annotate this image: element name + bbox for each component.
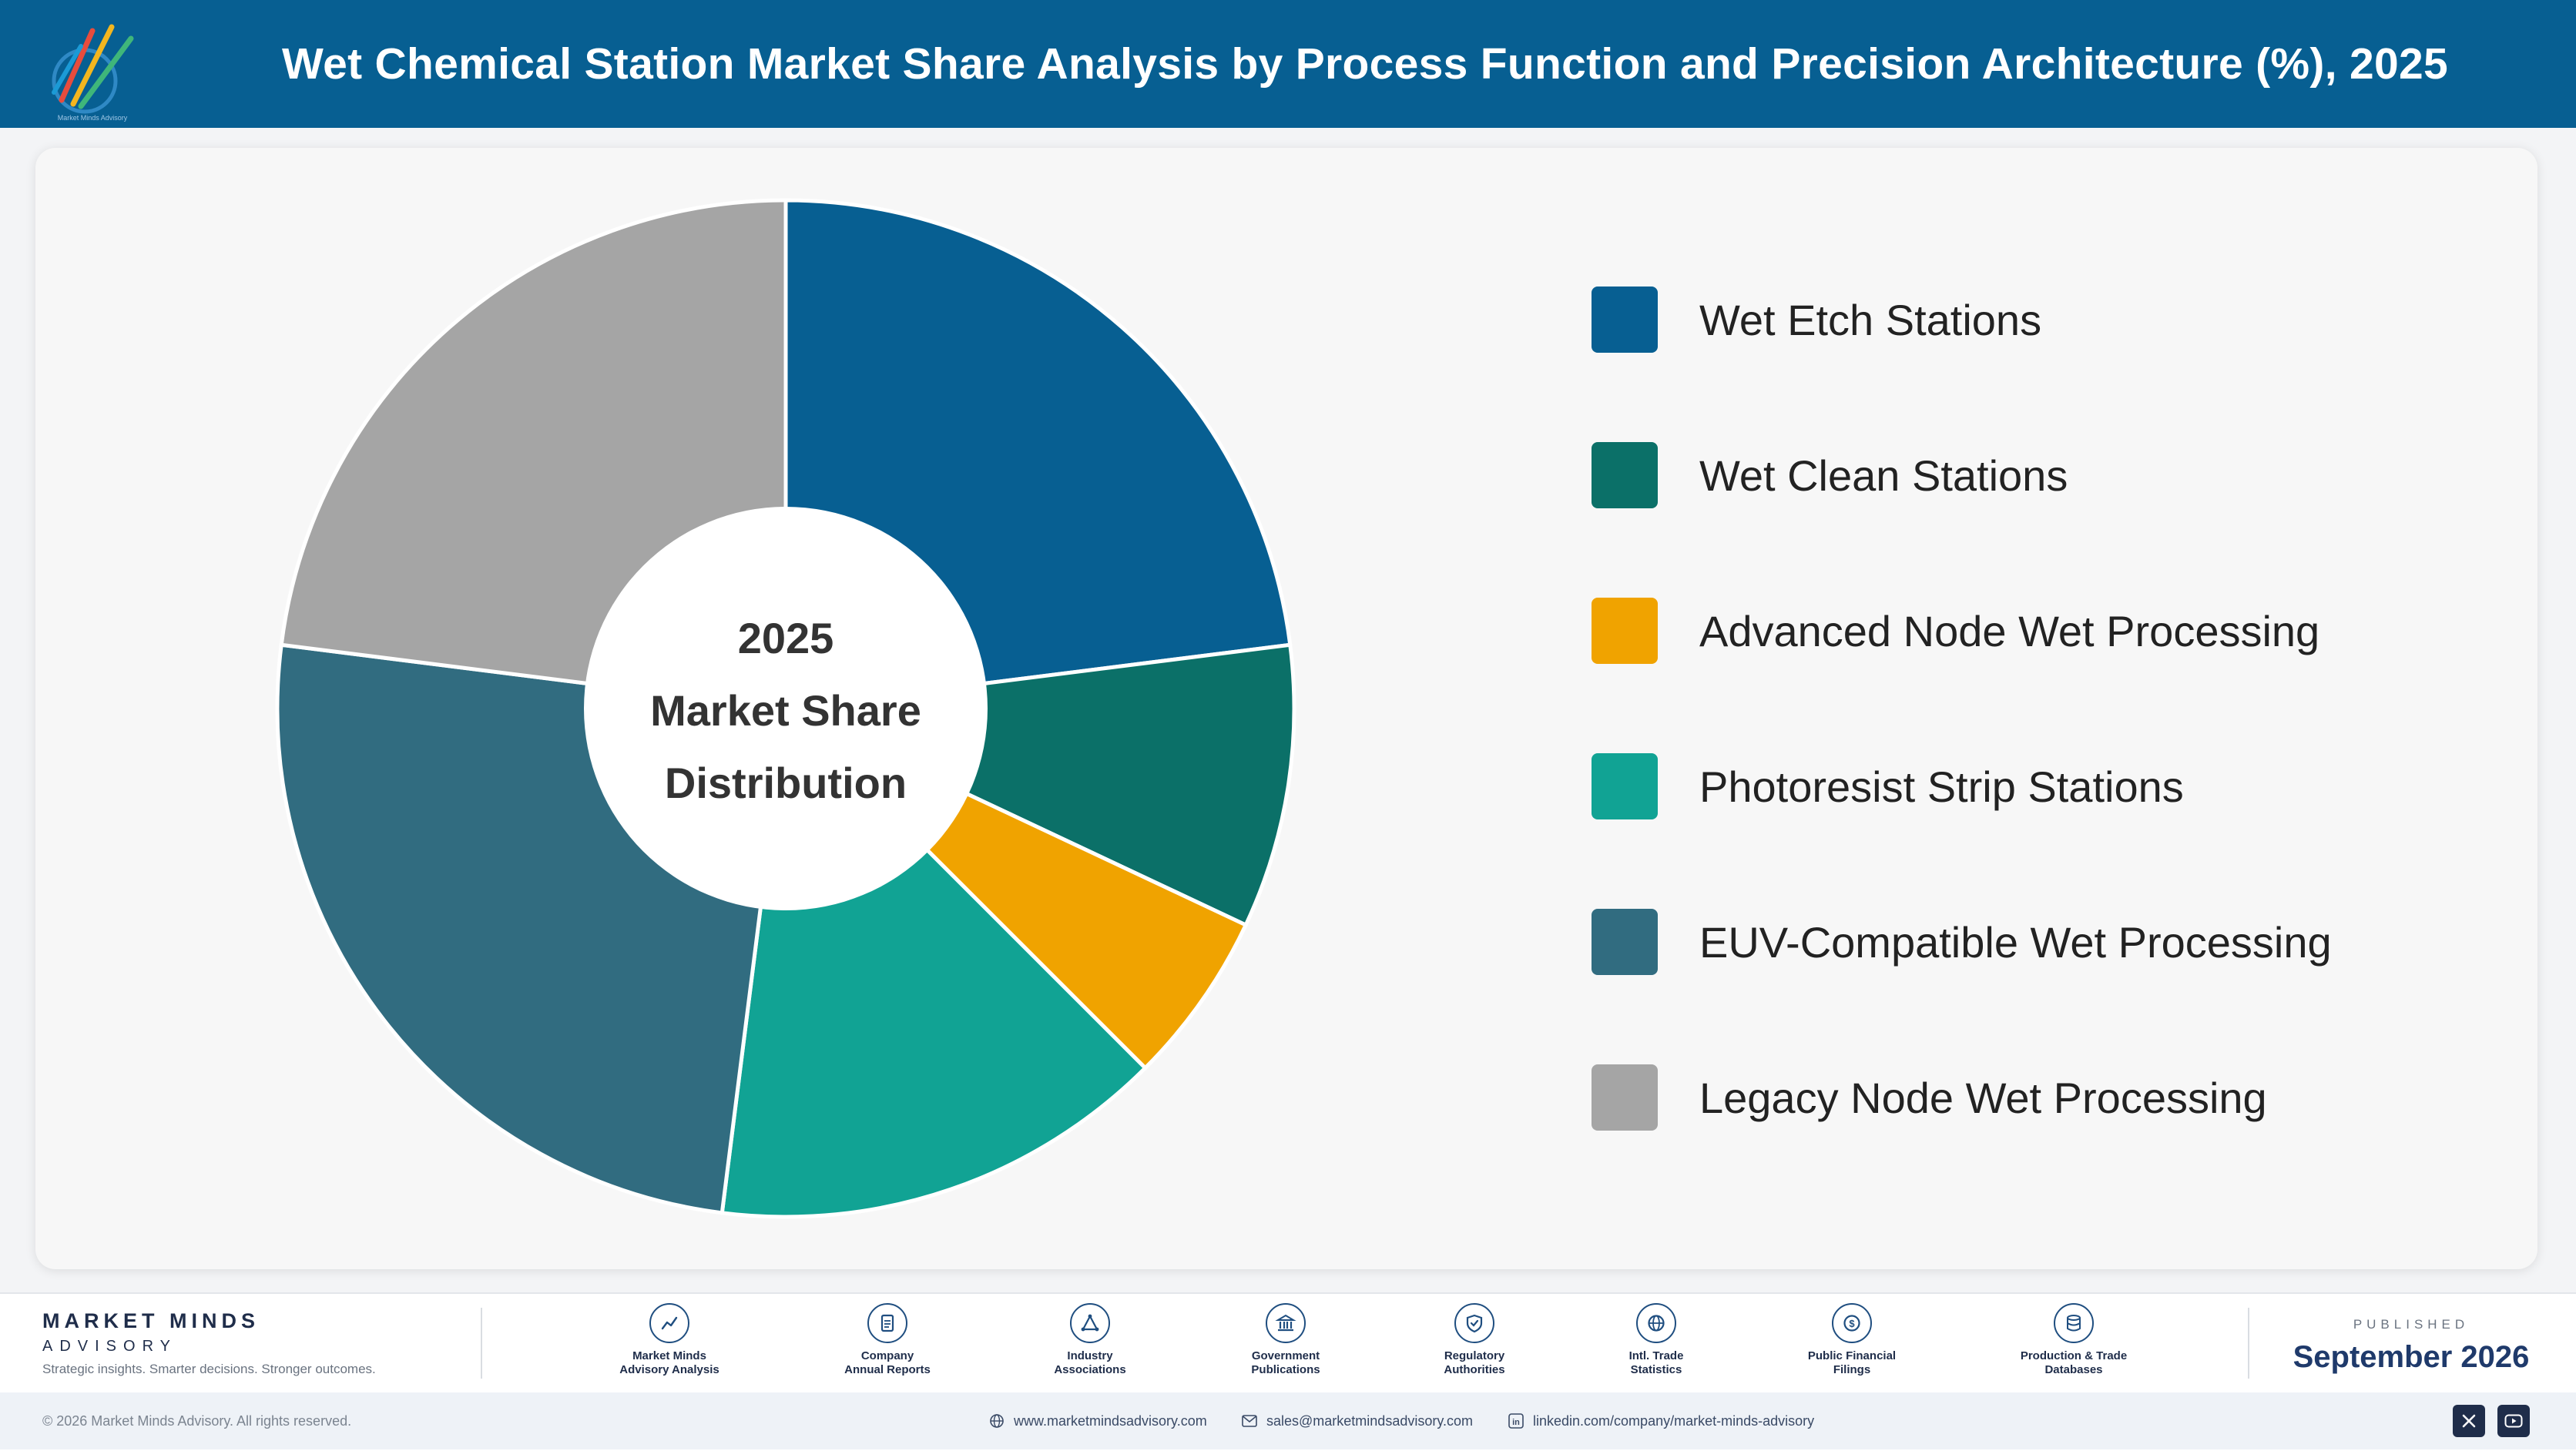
published-date: September 2026 <box>2293 1340 2530 1374</box>
legend-swatch <box>1592 1064 1658 1131</box>
center-label-year: 2025 <box>738 614 834 662</box>
brand-tagline: Strategic insights. Smarter decisions. S… <box>42 1362 376 1376</box>
database-icon <box>2054 1303 2094 1343</box>
page-title: Wet Chemical Station Market Share Analys… <box>282 39 2448 89</box>
email-link[interactable]: sales@marketmindsadvisory.com <box>1242 1392 1473 1449</box>
email-text: sales@marketmindsadvisory.com <box>1266 1412 1474 1429</box>
source-label: Market Minds Advisory Analysis <box>592 1349 746 1377</box>
legend-label: Wet Clean Stations <box>1699 451 2068 500</box>
donut-center <box>584 507 988 910</box>
source-label-line2: Advisory Analysis <box>619 1363 719 1376</box>
source-item: Industry Associations <box>1013 1303 1167 1377</box>
source-label-line1: Market Minds <box>632 1349 706 1362</box>
published-label: PUBLISHED <box>2353 1317 2470 1332</box>
legend-item: Legacy Node Wet Processing <box>1592 1064 2267 1131</box>
legend-label: Legacy Node Wet Processing <box>1699 1073 2267 1122</box>
source-label-line1: Government <box>1251 1349 1320 1362</box>
source-label-line2: Statistics <box>1630 1363 1682 1376</box>
center-label-line3: Distribution <box>665 759 907 807</box>
shield-check-icon <box>1454 1303 1494 1343</box>
website-text: www.marketmindsadvisory.com <box>1014 1412 1207 1429</box>
website-link[interactable]: www.marketmindsadvisory.com <box>989 1392 1207 1449</box>
legend-label: Wet Etch Stations <box>1699 295 2042 344</box>
svg-text:in: in <box>1512 1418 1520 1427</box>
source-label-line2: Filings <box>1833 1363 1871 1376</box>
source-label-line1: Intl. Trade <box>1628 1349 1684 1362</box>
legend-item: Wet Clean Stations <box>1592 442 2068 508</box>
legend-item: EUV-Compatible Wet Processing <box>1592 909 2332 975</box>
network-icon <box>1070 1303 1110 1343</box>
footer-divider <box>2248 1308 2249 1379</box>
svg-text:Market Minds Advisory: Market Minds Advisory <box>58 114 128 122</box>
source-item: $ Public Financial Filings <box>1775 1303 1929 1377</box>
source-item: Company Annual Reports <box>810 1303 964 1377</box>
source-label: Production & Trade Databases <box>1997 1349 2151 1377</box>
legend-swatch <box>1592 598 1658 664</box>
source-label-line1: Production & Trade <box>2020 1349 2128 1362</box>
copyright-text: © 2026 Market Minds Advisory. All rights… <box>42 1412 352 1429</box>
header-bar: Market Minds Advisory Wet Chemical Stati… <box>0 0 2576 128</box>
source-label-line1: Public Financial <box>1807 1349 1897 1362</box>
source-label: Industry Associations <box>1013 1349 1167 1377</box>
source-label: Regulatory Authorities <box>1397 1349 1551 1377</box>
chart-card: 2025 Market Share Distribution Wet Etch … <box>35 148 2537 1269</box>
source-item: Government Publications <box>1209 1303 1363 1377</box>
government-building-icon <box>1266 1303 1306 1343</box>
legend-label: EUV-Compatible Wet Processing <box>1699 917 2332 967</box>
footer-brand: MARKET MINDS ADVISORY Strategic insights… <box>42 1309 376 1377</box>
source-label: Public Financial Filings <box>1775 1349 1929 1377</box>
legend-swatch <box>1592 442 1658 508</box>
youtube-social-button[interactable] <box>2497 1405 2530 1437</box>
x-icon <box>2462 1414 2476 1428</box>
source-label-line2: Databases <box>2044 1363 2103 1376</box>
x-social-button[interactable] <box>2453 1405 2485 1437</box>
mail-icon <box>1242 1415 1257 1427</box>
legend-swatch <box>1592 909 1658 975</box>
svg-text:$: $ <box>1849 1318 1855 1329</box>
linkedin-text: linkedin.com/company/market-minds-adviso… <box>1533 1412 1815 1429</box>
legend-label: Advanced Node Wet Processing <box>1699 606 2320 655</box>
legend-swatch <box>1592 287 1658 353</box>
youtube-icon <box>2504 1414 2523 1428</box>
donut-chart: 2025 Market Share Distribution <box>275 198 1296 1219</box>
published-block: PUBLISHED September 2026 <box>2265 1317 2558 1375</box>
source-item: Production & Trade Databases <box>1997 1303 2151 1377</box>
source-label-line2: Annual Reports <box>844 1363 931 1376</box>
source-item: Market Minds Advisory Analysis <box>592 1303 746 1377</box>
source-item: Intl. Trade Statistics <box>1579 1303 1733 1377</box>
source-label-line1: Industry <box>1067 1349 1113 1362</box>
globe-icon <box>1636 1303 1676 1343</box>
center-label-line2: Market Share <box>650 686 921 735</box>
legend-swatch <box>1592 753 1658 819</box>
source-label-line1: Regulatory <box>1444 1349 1505 1362</box>
trend-chart-icon <box>649 1303 689 1343</box>
brand-name: MARKET MINDS <box>42 1309 260 1332</box>
dollar-coin-icon: $ <box>1832 1303 1872 1343</box>
bottom-bar: © 2026 Market Minds Advisory. All rights… <box>0 1392 2576 1449</box>
source-label-line2: Authorities <box>1444 1363 1505 1376</box>
source-label: Company Annual Reports <box>810 1349 964 1377</box>
linkedin-icon: in <box>1508 1413 1524 1429</box>
source-label: Intl. Trade Statistics <box>1579 1349 1733 1377</box>
linkedin-link[interactable]: in linkedin.com/company/market-minds-adv… <box>1508 1392 1814 1449</box>
legend-item: Wet Etch Stations <box>1592 287 2041 353</box>
brand-sub: ADVISORY <box>42 1338 177 1355</box>
source-label-line1: Company <box>860 1349 914 1362</box>
source-label-line2: Publications <box>1251 1363 1320 1376</box>
legend-label: Photoresist Strip Stations <box>1699 762 2184 811</box>
footer-divider <box>481 1308 482 1379</box>
globe-icon <box>990 1414 1004 1428</box>
document-icon <box>867 1303 907 1343</box>
legend-item: Advanced Node Wet Processing <box>1592 598 2319 664</box>
market-minds-logo-icon: Market Minds Advisory <box>52 24 134 122</box>
source-label: Government Publications <box>1209 1349 1363 1377</box>
legend-item: Photoresist Strip Stations <box>1592 753 2184 819</box>
source-item: Regulatory Authorities <box>1397 1303 1551 1377</box>
source-label-line2: Associations <box>1054 1363 1126 1376</box>
